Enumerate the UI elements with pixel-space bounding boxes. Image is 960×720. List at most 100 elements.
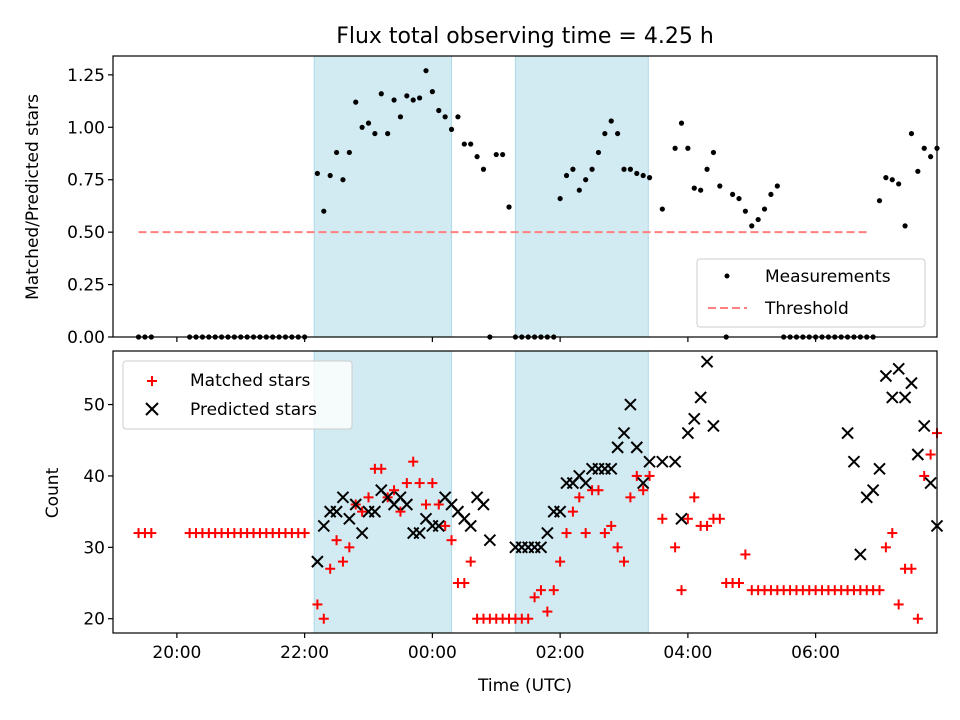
predicted-point <box>841 426 854 440</box>
predicted-point <box>317 519 330 533</box>
measurement-point <box>710 149 717 156</box>
measurement-point <box>583 177 589 183</box>
matched-point <box>714 513 725 524</box>
bottom-y-tick-label: 40 <box>83 467 105 487</box>
measurement-point <box>896 181 902 187</box>
measurement-point <box>455 114 461 120</box>
legend-measurements-marker <box>724 273 730 279</box>
top-legend: Measurements Threshold <box>696 258 926 328</box>
top-y-tick-label: 0.00 <box>67 328 105 348</box>
matched-point <box>561 528 572 539</box>
chart-title: Flux total observing time = 4.25 h <box>336 24 714 49</box>
predicted-point <box>432 519 445 533</box>
measurement-point <box>576 187 582 193</box>
measurement-point <box>646 175 653 181</box>
top-shaded-window-1 <box>514 55 649 338</box>
measurement-point <box>563 172 570 179</box>
top-y-axis-label: Matched/Predicted stars <box>23 94 43 300</box>
measurement-point <box>333 149 340 156</box>
matched-point <box>325 563 336 574</box>
matched-point <box>676 585 687 596</box>
measurement-point <box>340 177 346 183</box>
matched-point <box>702 520 713 531</box>
matched-point <box>427 478 438 489</box>
x-tick-label: 00:00 <box>408 643 457 663</box>
predicted-point <box>368 505 382 518</box>
top-legend-box <box>696 258 926 328</box>
measurement-point <box>602 130 608 137</box>
matched-point <box>567 506 578 517</box>
matched-point <box>331 535 342 546</box>
predicted-point <box>879 369 893 383</box>
predicted-point <box>617 426 631 440</box>
bottom-y-axis-label: Count <box>43 467 63 518</box>
matched-point <box>599 528 610 539</box>
measurement-point <box>404 93 410 99</box>
matched-point <box>638 485 649 496</box>
matched-point <box>906 563 917 574</box>
measurement-point <box>749 223 755 229</box>
predicted-point <box>898 391 912 404</box>
measurement-point <box>346 149 352 156</box>
predicted-point <box>656 455 669 468</box>
measurement-point <box>742 208 748 214</box>
matched-point <box>880 542 891 553</box>
measurement-point <box>921 145 927 151</box>
predicted-point <box>630 441 643 454</box>
matched-point <box>389 485 400 496</box>
predicted-point <box>477 498 490 511</box>
predicted-point <box>905 376 918 390</box>
matched-point <box>401 478 412 489</box>
matched-point <box>542 606 553 617</box>
predicted-point <box>918 419 931 433</box>
bottom-plot-frame <box>112 350 938 634</box>
measurement-point <box>589 166 595 172</box>
matched-point <box>740 549 751 560</box>
matched-point <box>644 470 655 481</box>
measurement-point <box>570 166 576 172</box>
measurement-point <box>736 195 742 202</box>
predicted-point <box>700 355 714 368</box>
predicted-point <box>349 498 362 511</box>
measurement-point <box>876 198 883 204</box>
predicted-point <box>553 505 567 518</box>
top-y-tick-label: 1.00 <box>67 118 105 138</box>
predicted-point <box>911 448 925 461</box>
top-y-tick-label: 1.25 <box>67 66 105 86</box>
matched-point <box>612 542 623 553</box>
legend-measurements-label: Measurements <box>765 267 891 287</box>
matched-point <box>299 528 310 539</box>
measurement-point <box>321 208 327 214</box>
legend-matched-label: Matched stars <box>190 371 310 391</box>
measurement-point <box>353 99 359 105</box>
matched-point <box>376 463 387 474</box>
measurement-point <box>429 89 435 95</box>
matched-point <box>433 499 444 510</box>
top-y-tick-label: 0.75 <box>67 171 105 191</box>
predicted-point <box>854 548 867 561</box>
measurement-point <box>774 183 780 189</box>
measurement-point <box>698 187 704 193</box>
measurement-point <box>678 120 685 126</box>
measurement-point <box>768 191 774 198</box>
predicted-point <box>413 526 426 540</box>
legend-matched-marker <box>147 376 157 386</box>
measurement-point <box>448 126 455 132</box>
matched-point <box>529 592 540 603</box>
legend-predicted-label: Predicted stars <box>190 400 317 420</box>
measurement-point <box>627 166 633 172</box>
matched-point <box>318 613 329 624</box>
matched-point <box>682 513 693 524</box>
predicted-point <box>636 476 650 490</box>
measurement-point <box>378 91 384 97</box>
predicted-point <box>541 526 554 540</box>
measurement-point <box>500 151 506 158</box>
measurement-point <box>908 130 915 137</box>
matched-point <box>357 506 368 517</box>
measurement-point <box>410 97 416 103</box>
bottom-shaded-window-1 <box>514 350 649 634</box>
measurement-point <box>755 216 761 223</box>
matched-point <box>912 613 923 624</box>
top-plot-frame <box>112 55 938 338</box>
measurement-point <box>436 107 442 114</box>
